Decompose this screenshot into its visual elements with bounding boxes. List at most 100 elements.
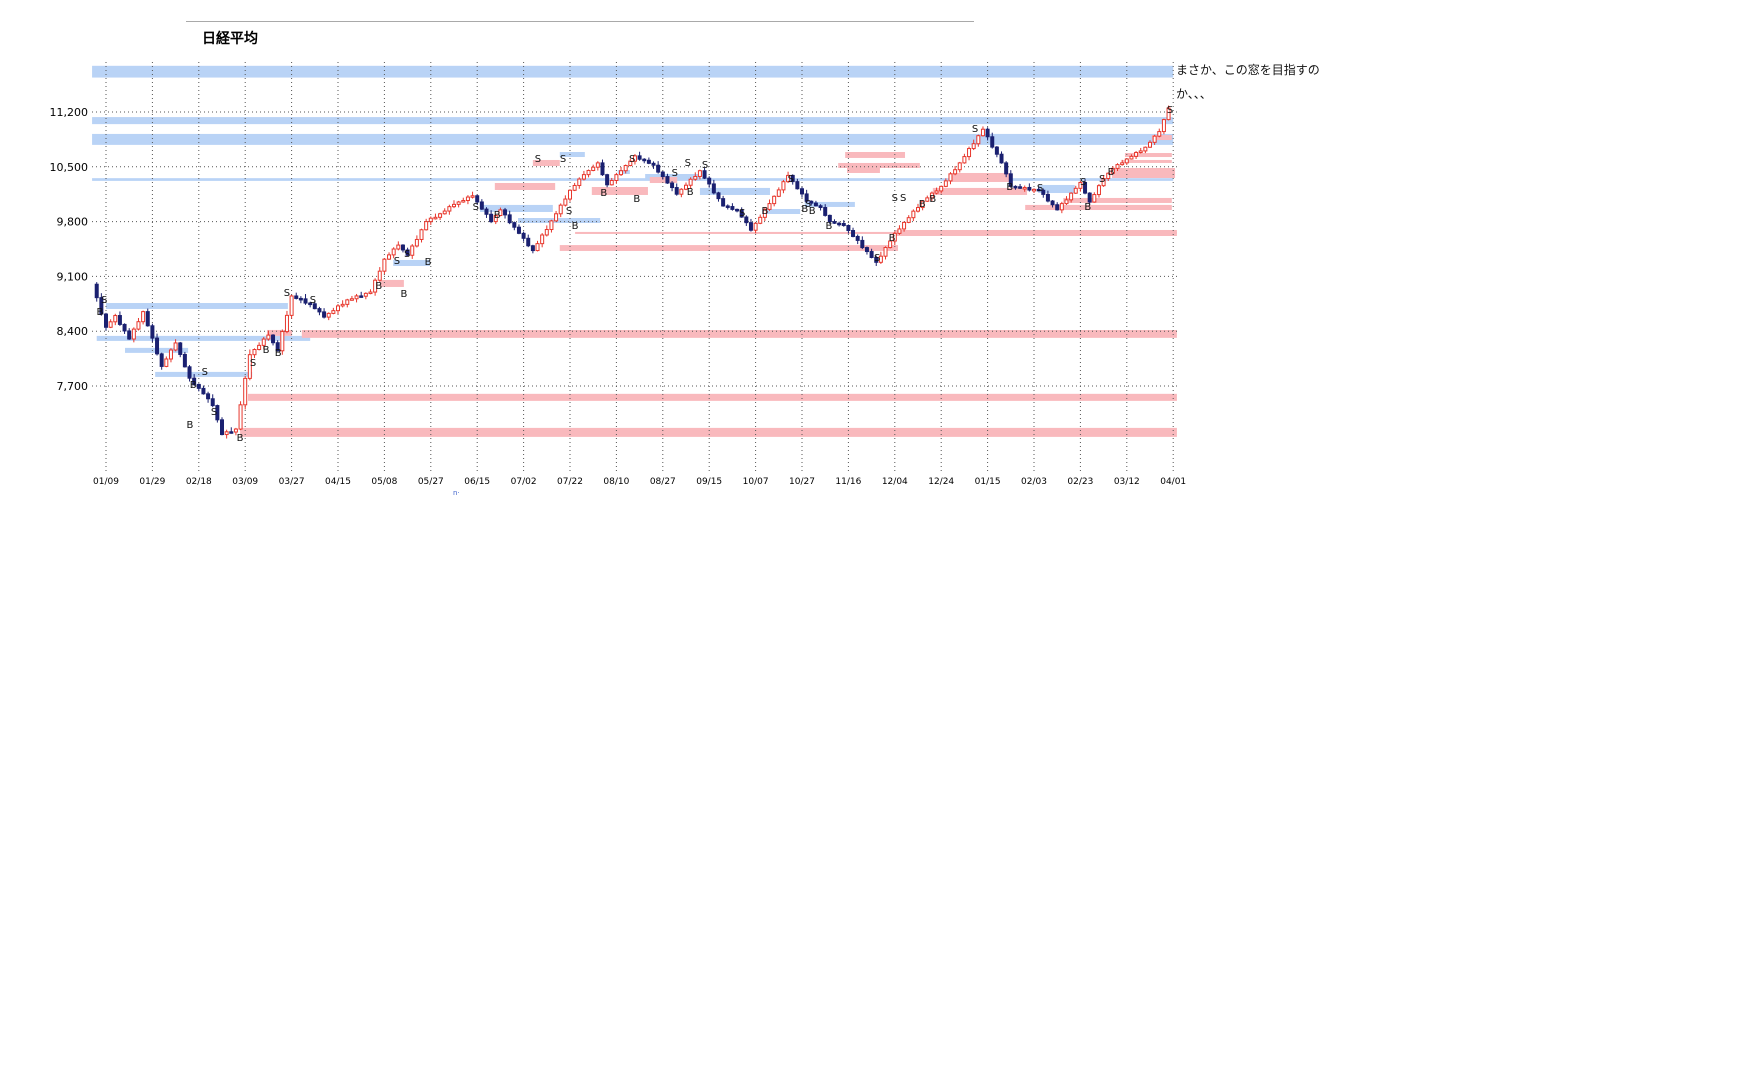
candle-body (113, 315, 118, 323)
axis-artifact-mark: n· (453, 489, 460, 497)
window-band-pink (532, 159, 560, 167)
candle-body (883, 247, 888, 257)
candle-body (196, 383, 201, 389)
candle-body (1106, 172, 1111, 180)
trade-marker-b: B (825, 221, 832, 232)
window-band-pink (1124, 153, 1172, 158)
x-tick-label: 09/15 (696, 477, 722, 487)
candle-body (284, 314, 289, 333)
candle-body (971, 143, 976, 150)
candle-body (670, 182, 675, 189)
candle-body (994, 146, 999, 155)
candle-body (530, 245, 535, 252)
window-band-pink (1111, 167, 1176, 178)
candle-body (178, 342, 183, 355)
trade-marker-s: S (1037, 183, 1043, 194)
x-tick-label: 04/01 (1160, 477, 1186, 487)
candle-body (665, 176, 670, 184)
candle-body (1124, 158, 1129, 164)
x-tick-label: 01/09 (93, 477, 119, 487)
trade-marker-s: S (685, 158, 691, 169)
window-band-blue (92, 117, 1174, 125)
trade-marker-b: B (97, 307, 104, 318)
window-band-blue (762, 208, 801, 215)
candle-body (535, 243, 540, 252)
trade-marker-b: B (375, 281, 382, 292)
x-tick-label: 07/02 (511, 477, 537, 487)
candle-body (990, 136, 995, 148)
candle-body (911, 210, 916, 219)
trade-marker-s: S (310, 295, 316, 306)
candle-body (433, 216, 438, 220)
candle-body (261, 338, 266, 346)
trade-marker-b: B (889, 233, 896, 244)
candle-body (730, 206, 735, 210)
candle-body (271, 334, 276, 344)
candle-body (851, 230, 856, 237)
candle-body (322, 311, 327, 318)
candle-body (767, 203, 772, 210)
candle-body (1055, 204, 1060, 211)
trade-marker-s: S (788, 174, 794, 185)
candle-body (762, 208, 767, 218)
candle-body (141, 311, 146, 323)
candle-body (679, 188, 684, 195)
candle-body (823, 207, 828, 216)
candle-body (336, 305, 340, 312)
candle-body (1138, 150, 1143, 153)
trade-marker-s: S (211, 407, 217, 418)
trade-marker-b: B (1006, 182, 1013, 193)
candle-body (980, 128, 985, 137)
candle-body (540, 234, 545, 245)
candle-body (684, 184, 688, 190)
candle-body (943, 180, 948, 187)
window-band-pink (649, 176, 678, 184)
candle-body (725, 205, 730, 208)
candle-body (577, 178, 582, 186)
window-band-pink (494, 183, 556, 190)
candle-body (1148, 141, 1152, 148)
candle-body (187, 366, 192, 379)
candle-body (164, 358, 169, 367)
candle-body (442, 210, 447, 215)
candle-body (526, 237, 531, 247)
candle-body (628, 160, 633, 167)
trade-marker-s: S (404, 249, 410, 260)
candle-body (1120, 162, 1125, 166)
candle-body (860, 239, 865, 249)
x-tick-label: 02/03 (1021, 477, 1047, 487)
candle-body (1032, 188, 1036, 192)
candle-body (976, 135, 981, 145)
candle-body (224, 431, 229, 436)
candle-body (934, 190, 939, 194)
candle-body (637, 155, 642, 160)
trade-marker-b: B (572, 221, 579, 232)
candle-body (396, 244, 401, 250)
window-band-blue (96, 335, 311, 341)
candle-body (1008, 173, 1013, 187)
candle-body (275, 342, 280, 352)
candle-body (363, 292, 368, 297)
trade-marker-s: S (101, 295, 107, 306)
candle-body (568, 189, 572, 200)
candle-body (623, 165, 628, 172)
candle-body (595, 162, 600, 168)
candle-body (1036, 188, 1041, 192)
candle-body (373, 279, 378, 293)
window-band-pink (1025, 204, 1172, 211)
candle-body (359, 295, 364, 298)
candle-body (1087, 192, 1092, 203)
annotation-line-1: まさか、この窓を目指すの (1176, 63, 1320, 77)
candle-body (642, 158, 647, 162)
trade-marker-s: S (535, 154, 541, 165)
candle-body (206, 393, 211, 400)
candle-body (874, 256, 879, 263)
candlestick-chart: 11,200 10,500 9,800 9,100 8,400 7,700 01/09 01/… (0, 0, 1260, 520)
trade-marker-s: S (1080, 177, 1086, 188)
candle-body (173, 342, 178, 351)
candle-body (400, 244, 405, 251)
trade-marker-b: B (687, 187, 694, 198)
candle-body (326, 312, 331, 318)
candle-body (721, 198, 726, 207)
